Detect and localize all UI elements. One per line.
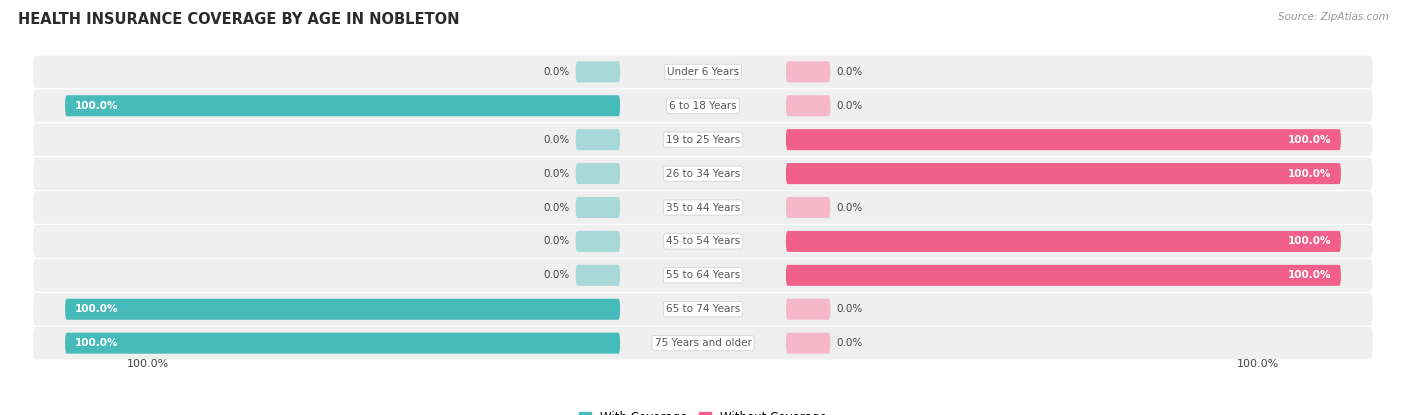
Text: 0.0%: 0.0% — [837, 304, 863, 314]
FancyBboxPatch shape — [34, 259, 1372, 292]
FancyBboxPatch shape — [575, 61, 620, 82]
Text: 45 to 54 Years: 45 to 54 Years — [666, 237, 740, 247]
Text: 6 to 18 Years: 6 to 18 Years — [669, 101, 737, 111]
FancyBboxPatch shape — [786, 231, 1341, 252]
FancyBboxPatch shape — [575, 231, 620, 252]
Text: HEALTH INSURANCE COVERAGE BY AGE IN NOBLETON: HEALTH INSURANCE COVERAGE BY AGE IN NOBL… — [18, 12, 460, 27]
Legend: With Coverage, Without Coverage: With Coverage, Without Coverage — [574, 406, 832, 415]
Text: 0.0%: 0.0% — [837, 67, 863, 77]
FancyBboxPatch shape — [786, 265, 1341, 286]
Text: 0.0%: 0.0% — [543, 270, 569, 280]
FancyBboxPatch shape — [786, 129, 1341, 150]
Text: 35 to 44 Years: 35 to 44 Years — [666, 203, 740, 212]
Text: 55 to 64 Years: 55 to 64 Years — [666, 270, 740, 280]
Text: 100.0%: 100.0% — [75, 101, 118, 111]
FancyBboxPatch shape — [575, 163, 620, 184]
Text: 100.0%: 100.0% — [1288, 135, 1331, 145]
FancyBboxPatch shape — [34, 90, 1372, 122]
FancyBboxPatch shape — [65, 299, 620, 320]
Text: 0.0%: 0.0% — [543, 237, 569, 247]
FancyBboxPatch shape — [65, 333, 620, 354]
Text: 100.0%: 100.0% — [1288, 270, 1331, 280]
FancyBboxPatch shape — [575, 265, 620, 286]
Text: 100.0%: 100.0% — [1288, 237, 1331, 247]
Text: Source: ZipAtlas.com: Source: ZipAtlas.com — [1278, 12, 1389, 22]
FancyBboxPatch shape — [34, 56, 1372, 88]
FancyBboxPatch shape — [786, 197, 831, 218]
FancyBboxPatch shape — [34, 225, 1372, 258]
FancyBboxPatch shape — [575, 129, 620, 150]
Text: 0.0%: 0.0% — [837, 338, 863, 348]
Text: 0.0%: 0.0% — [837, 101, 863, 111]
FancyBboxPatch shape — [34, 327, 1372, 359]
Text: 100.0%: 100.0% — [75, 338, 118, 348]
FancyBboxPatch shape — [786, 61, 831, 82]
Text: 26 to 34 Years: 26 to 34 Years — [666, 168, 740, 178]
Text: 0.0%: 0.0% — [837, 203, 863, 212]
Text: 100.0%: 100.0% — [1288, 168, 1331, 178]
FancyBboxPatch shape — [786, 299, 831, 320]
Text: Under 6 Years: Under 6 Years — [666, 67, 740, 77]
FancyBboxPatch shape — [34, 157, 1372, 190]
Text: 0.0%: 0.0% — [543, 168, 569, 178]
Text: 100.0%: 100.0% — [75, 304, 118, 314]
FancyBboxPatch shape — [65, 95, 620, 116]
Text: 100.0%: 100.0% — [127, 359, 169, 369]
Text: 0.0%: 0.0% — [543, 67, 569, 77]
FancyBboxPatch shape — [575, 197, 620, 218]
FancyBboxPatch shape — [786, 163, 1341, 184]
FancyBboxPatch shape — [34, 191, 1372, 224]
Text: 75 Years and older: 75 Years and older — [655, 338, 751, 348]
FancyBboxPatch shape — [786, 333, 831, 354]
FancyBboxPatch shape — [786, 95, 831, 116]
Text: 0.0%: 0.0% — [543, 135, 569, 145]
Text: 0.0%: 0.0% — [543, 203, 569, 212]
Text: 19 to 25 Years: 19 to 25 Years — [666, 135, 740, 145]
FancyBboxPatch shape — [34, 293, 1372, 325]
FancyBboxPatch shape — [34, 123, 1372, 156]
Text: 100.0%: 100.0% — [1237, 359, 1279, 369]
Text: 65 to 74 Years: 65 to 74 Years — [666, 304, 740, 314]
